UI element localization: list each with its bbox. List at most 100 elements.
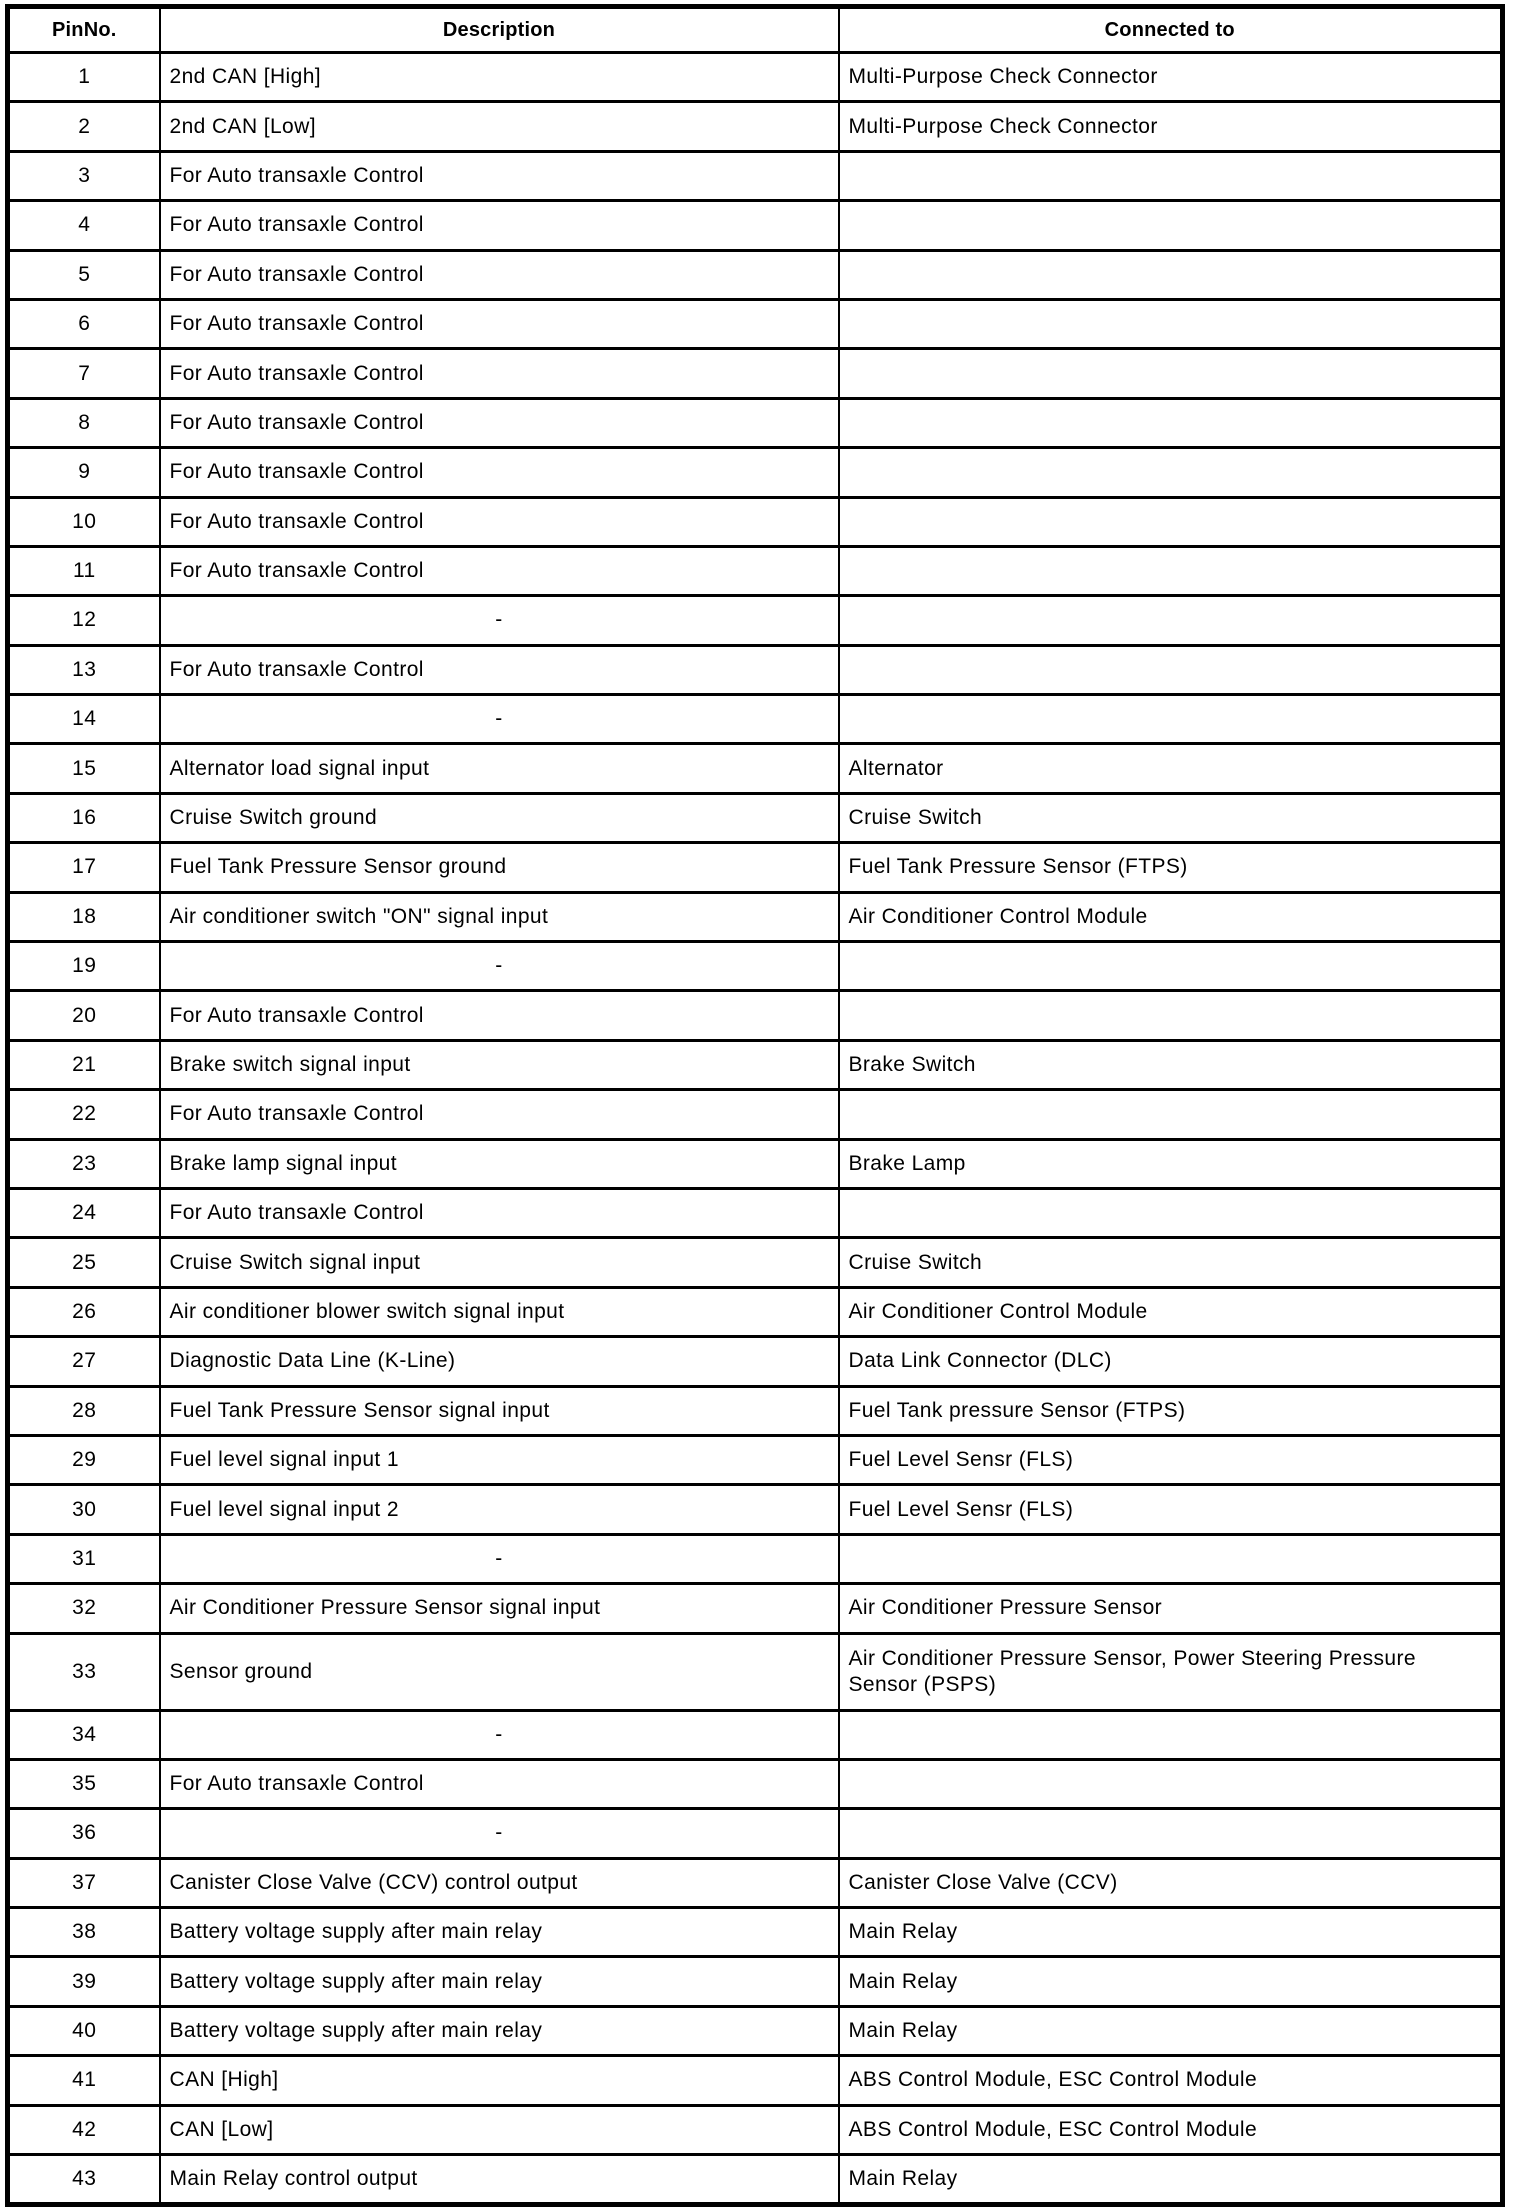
description-cell: For Auto transaxle Control — [158, 446, 840, 499]
table-row: 24 For Auto transaxle Control — [6, 1186, 1504, 1240]
description-cell: 2nd CAN [High] — [158, 50, 840, 104]
table-row: 22 For Auto transaxle Control — [6, 1088, 1504, 1141]
table-row: 32 Air Conditioner Pressure Sensor signa… — [6, 1582, 1504, 1635]
pin-number-cell: 15 — [6, 742, 161, 795]
connected-to-cell — [837, 1186, 1504, 1240]
table-row: 29 Fuel level signal input 1 Fuel Level … — [6, 1433, 1504, 1487]
connected-to-cell — [837, 693, 1504, 746]
connected-to-cell: Main Relay — [837, 2153, 1504, 2207]
description-cell: For Auto transaxle Control — [158, 1088, 840, 1141]
connected-to-cell: Fuel Level Sensr (FLS) — [837, 1483, 1504, 1536]
pin-number-cell: 3 — [6, 149, 161, 203]
table-header: PinNo. Description Connected to — [6, 5, 1504, 54]
connected-to-cell — [837, 544, 1504, 598]
description-cell: Diagnostic Data Line (K-Line) — [158, 1335, 840, 1388]
pin-number-cell: 42 — [6, 2103, 161, 2157]
pin-number-cell: 16 — [6, 791, 161, 845]
connected-to-cell: Multi-Purpose Check Connector — [837, 100, 1504, 153]
pin-number-cell: 10 — [6, 495, 161, 548]
pin-number-cell: 11 — [6, 544, 161, 598]
description-cell: Fuel level signal input 1 — [158, 1433, 840, 1487]
connected-to-cell — [837, 1708, 1504, 1761]
pin-number-cell: 23 — [6, 1137, 161, 1190]
connected-to-cell: Canister Close Valve (CCV) — [837, 1856, 1504, 1910]
connected-to-cell: Cruise Switch — [837, 791, 1504, 845]
pin-number-cell: 25 — [6, 1236, 161, 1289]
description-cell: - — [158, 1807, 840, 1860]
connected-to-cell: Brake Lamp — [837, 1137, 1504, 1190]
pin-number-cell: 31 — [6, 1532, 161, 1586]
connected-to-cell: Fuel Level Sensr (FLS) — [837, 1433, 1504, 1487]
description-cell: For Auto transaxle Control — [158, 544, 840, 598]
scanned-manual-page: PinNo. Description Connected to 1 2nd CA… — [5, 4, 1505, 2207]
pin-number-cell: 36 — [6, 1807, 161, 1860]
table-row: 20 For Auto transaxle Control — [6, 989, 1504, 1042]
pin-number-cell: 22 — [6, 1088, 161, 1141]
description-cell: Fuel level signal input 2 — [158, 1483, 840, 1536]
header-pin-no: PinNo. — [6, 5, 161, 54]
description-cell: - — [158, 693, 840, 746]
connected-to-cell — [837, 1532, 1504, 1586]
table-row: 37 Canister Close Valve (CCV) control ou… — [6, 1856, 1504, 1910]
connected-to-cell: Air Conditioner Control Module — [837, 1285, 1504, 1339]
description-cell: Air conditioner switch "ON" signal input — [158, 890, 840, 944]
connected-to-cell — [837, 1757, 1504, 1811]
connected-to-cell: Main Relay — [837, 1955, 1504, 2008]
table-row: 42 CAN [Low] ABS Control Module, ESC Con… — [6, 2103, 1504, 2157]
table-row: 14 - — [6, 693, 1504, 746]
description-cell: Battery voltage supply after main relay — [158, 2004, 840, 2058]
connected-to-cell — [837, 149, 1504, 203]
pin-number-cell: 18 — [6, 890, 161, 944]
description-cell: - — [158, 940, 840, 993]
table-row: 21 Brake switch signal input Brake Switc… — [6, 1038, 1504, 1092]
description-cell: Brake switch signal input — [158, 1038, 840, 1092]
description-cell: CAN [High] — [158, 2054, 840, 2107]
description-cell: For Auto transaxle Control — [158, 248, 840, 301]
description-cell: Alternator load signal input — [158, 742, 840, 795]
pin-number-cell: 43 — [6, 2153, 161, 2207]
header-connected-to: Connected to — [837, 5, 1504, 54]
table-row: 25 Cruise Switch signal input Cruise Swi… — [6, 1236, 1504, 1289]
table-row: 13 For Auto transaxle Control — [6, 643, 1504, 697]
pin-number-cell: 24 — [6, 1186, 161, 1240]
table-row: 23 Brake lamp signal input Brake Lamp — [6, 1137, 1504, 1190]
pin-number-cell: 7 — [6, 347, 161, 400]
connected-to-cell — [837, 989, 1504, 1042]
table-row: 26 Air conditioner blower switch signal … — [6, 1285, 1504, 1339]
connected-to-cell: ABS Control Module, ESC Control Module — [837, 2054, 1504, 2107]
description-cell: Cruise Switch ground — [158, 791, 840, 845]
table-row: 31 - — [6, 1532, 1504, 1586]
connected-to-cell: Main Relay — [837, 2004, 1504, 2058]
connected-to-cell: Air Conditioner Control Module — [837, 890, 1504, 944]
description-cell: For Auto transaxle Control — [158, 149, 840, 203]
pin-number-cell: 33 — [6, 1631, 161, 1712]
pin-number-cell: 34 — [6, 1708, 161, 1761]
table-row: 6 For Auto transaxle Control — [6, 297, 1504, 351]
pin-number-cell: 8 — [6, 396, 161, 450]
pin-number-cell: 19 — [6, 940, 161, 993]
connected-to-cell: Alternator — [837, 742, 1504, 795]
table-row: 28 Fuel Tank Pressure Sensor signal inpu… — [6, 1384, 1504, 1437]
table-row: 7 For Auto transaxle Control — [6, 347, 1504, 400]
table-row: 5 For Auto transaxle Control — [6, 248, 1504, 301]
description-cell: Canister Close Valve (CCV) control outpu… — [158, 1856, 840, 1910]
pin-number-cell: 29 — [6, 1433, 161, 1487]
table-row: 38 Battery voltage supply after main rel… — [6, 1906, 1504, 1959]
description-cell: Fuel Tank Pressure Sensor ground — [158, 841, 840, 894]
connected-to-cell — [837, 297, 1504, 351]
connected-to-cell — [837, 495, 1504, 548]
pin-number-cell: 20 — [6, 989, 161, 1042]
description-cell: Cruise Switch signal input — [158, 1236, 840, 1289]
description-cell: CAN [Low] — [158, 2103, 840, 2157]
connected-to-cell: Main Relay — [837, 1906, 1504, 1959]
connected-to-cell — [837, 594, 1504, 647]
connected-to-cell: Fuel Tank pressure Sensor (FTPS) — [837, 1384, 1504, 1437]
description-cell: For Auto transaxle Control — [158, 643, 840, 697]
table-row: 39 Battery voltage supply after main rel… — [6, 1955, 1504, 2008]
description-cell: - — [158, 1708, 840, 1761]
pin-number-cell: 41 — [6, 2054, 161, 2107]
connected-to-cell — [837, 1088, 1504, 1141]
table-row: 27 Diagnostic Data Line (K-Line) Data Li… — [6, 1335, 1504, 1388]
pin-number-cell: 2 — [6, 100, 161, 153]
table-row: 3 For Auto transaxle Control — [6, 149, 1504, 203]
